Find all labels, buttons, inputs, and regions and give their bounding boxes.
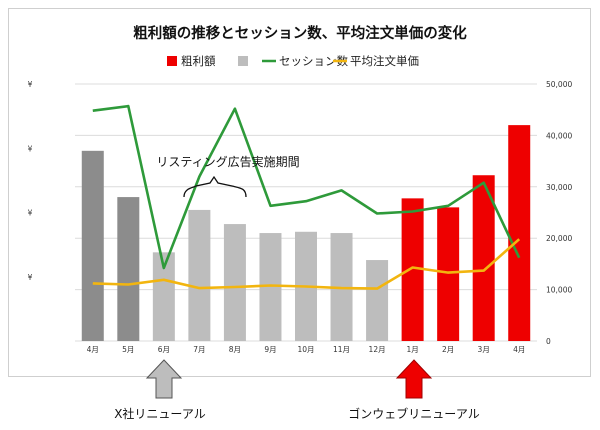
x-tick-label: 2月	[442, 345, 454, 354]
x-tick-label: 6月	[158, 345, 170, 354]
right-tick-label: 30,000	[546, 183, 572, 192]
bar-2	[117, 197, 140, 341]
bar-1	[81, 150, 104, 341]
x-tick-label: 9月	[264, 345, 276, 354]
bar-5	[223, 224, 246, 341]
legend-label-sessions: セッション数	[279, 54, 348, 68]
chart-title: 粗利額の推移とセッション数、平均注文単価の変化	[133, 24, 467, 42]
right-tick-label: 40,000	[546, 131, 572, 140]
bar-12	[472, 175, 495, 341]
bar-series-gross-profit	[81, 125, 531, 342]
x-tick-label: 3月	[478, 345, 490, 354]
x-tick-label: 5月	[122, 345, 134, 354]
bar-4	[188, 209, 211, 341]
left-axis-ticks: ¥ ¥ ¥ ¥	[28, 80, 33, 282]
listing-period-label: リスティング広告実施期間	[156, 154, 299, 169]
x-tick-label: 8月	[229, 345, 241, 354]
bar-6	[259, 233, 282, 341]
bar-11	[437, 207, 460, 341]
listing-period-brace	[183, 175, 247, 198]
left-tick-label: ¥	[28, 273, 33, 282]
bar-10	[401, 198, 424, 341]
left-tick-label: ¥	[28, 80, 33, 89]
x-tick-label: 11月	[333, 345, 350, 354]
x-tick-label: 4月	[513, 345, 525, 354]
bar-13	[508, 125, 531, 342]
x-axis-ticks: 4月 5月 6月 7月 8月 9月 10月 11月 12月 1月 2月 3月 4月	[87, 345, 526, 354]
right-axis-ticks: 0 10,000 20,000 30,000 40,000 50,000	[546, 80, 572, 346]
bar-3	[152, 252, 175, 341]
right-tick-label: 10,000	[546, 286, 572, 295]
right-tick-label: 50,000	[546, 80, 572, 89]
left-tick-label: ¥	[28, 209, 33, 218]
x-tick-label: 1月	[406, 345, 418, 354]
x-tick-label: 12月	[369, 345, 386, 354]
line-series	[92, 104, 521, 290]
x-renewal-arrow	[145, 359, 183, 399]
x-renewal-caption: X社リニューアル	[114, 406, 206, 421]
legend-swatch-gross-profit	[167, 56, 177, 66]
x-tick-label: 7月	[193, 345, 205, 354]
legend: 粗利額 セッション数 平均注文単価	[167, 54, 419, 68]
gonwe-renewal-caption: ゴンウェブリニューアル	[348, 406, 479, 421]
bar-9	[366, 260, 389, 341]
legend-label-aov: 平均注文単価	[350, 54, 419, 68]
legend-label-gross-profit: 粗利額	[181, 54, 216, 68]
legend-swatch-gray	[238, 56, 248, 66]
right-tick-label: 0	[546, 337, 551, 346]
x-tick-label: 10月	[297, 345, 314, 354]
left-tick-label: ¥	[28, 144, 33, 153]
x-tick-label: 4月	[87, 345, 99, 354]
gonwe-renewal-arrow	[395, 359, 433, 399]
right-tick-label: 20,000	[546, 234, 572, 243]
